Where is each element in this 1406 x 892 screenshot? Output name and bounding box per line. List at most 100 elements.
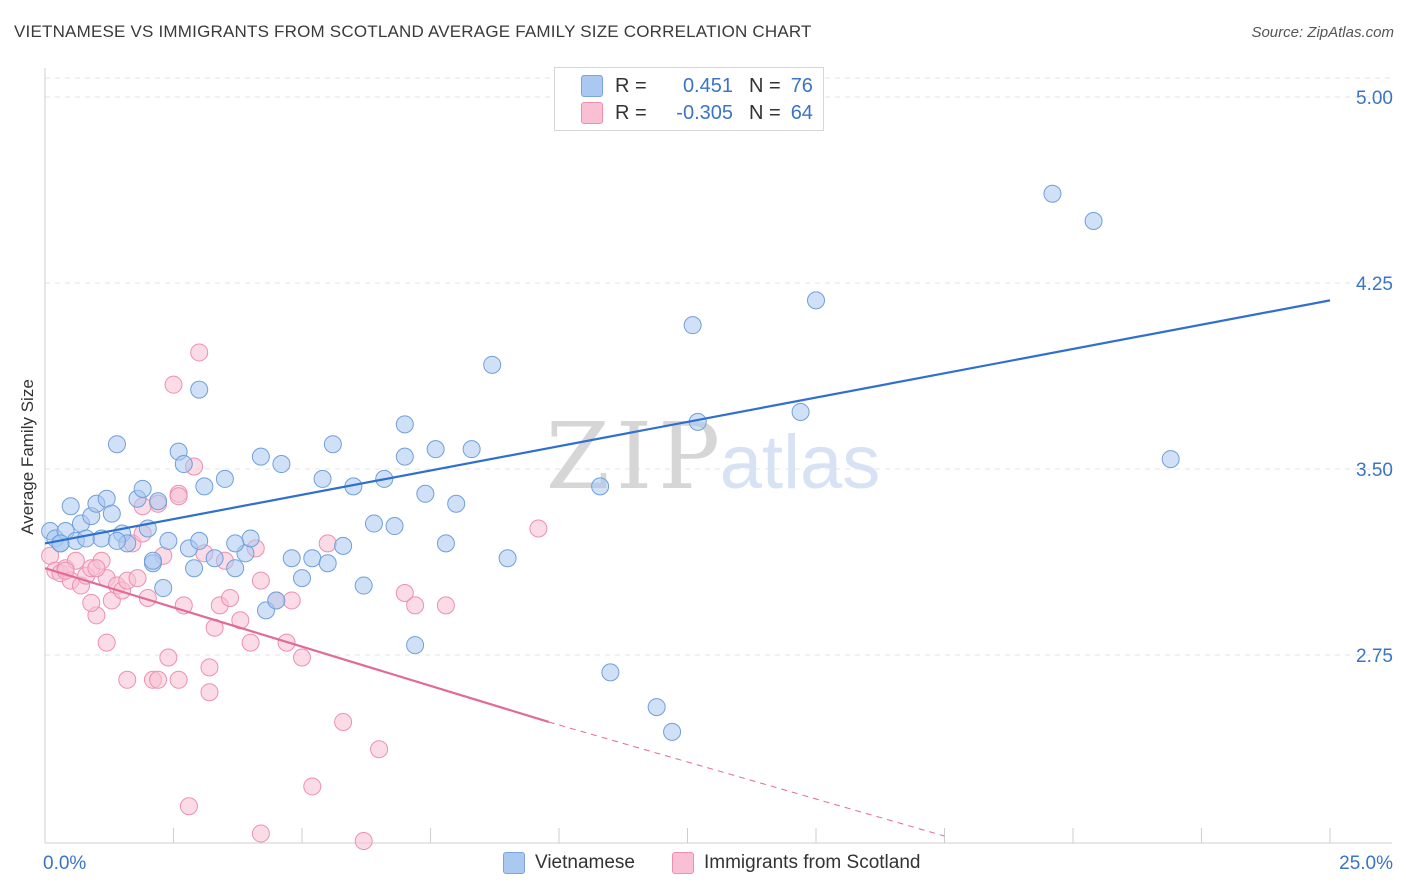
legend-swatch-scotland [581, 102, 603, 124]
vietnamese-point [159, 531, 178, 550]
watermark-atlas: atlas [720, 420, 881, 505]
watermark: ZIP atlas [546, 403, 880, 510]
vietnamese-point [498, 549, 517, 568]
scotland-point [370, 740, 389, 759]
scotland-point [395, 584, 414, 602]
vietnamese-point [205, 549, 224, 568]
vietnamese-point [267, 591, 286, 610]
vietnamese-point [426, 440, 445, 459]
vietnamese-point [663, 722, 682, 741]
chart-title: VIETNAMESE VS IMMIGRANTS FROM SCOTLAND A… [14, 22, 812, 41]
scotland-point [221, 588, 240, 607]
trend-lines [44, 299, 1331, 837]
vietnamese-point [303, 549, 322, 568]
scotland-point [128, 569, 147, 588]
vietnamese-point [226, 534, 245, 553]
vietnamese-point [107, 531, 126, 550]
scotland-point [164, 375, 183, 394]
vietnamese-point [272, 455, 291, 474]
vietnamese-point [149, 492, 168, 511]
vietnamese-point [102, 504, 121, 523]
x-tick-label: 25.0% [1339, 853, 1393, 874]
vietnamese-point [334, 536, 353, 555]
scotland-point [529, 519, 548, 538]
legend-row-scotland: R = -0.305 N = 64 [581, 99, 813, 127]
scotland-point [251, 571, 270, 590]
vietnamese-point [647, 698, 666, 717]
vietnamese-point [406, 636, 425, 655]
scotland-point [303, 777, 322, 796]
vietnamese-point [251, 447, 270, 466]
scotland-point [241, 633, 260, 652]
legend-n-label: N = [749, 74, 781, 97]
scotland-point [159, 648, 178, 667]
y-tick-label: 2.75 [1356, 646, 1393, 667]
vietnamese-point [241, 529, 260, 548]
scotland-trend-extension [548, 721, 945, 837]
scotland-point [190, 343, 209, 362]
vietnamese-point [807, 291, 825, 310]
scotland-point [169, 487, 188, 506]
scotland-point [293, 648, 311, 667]
y-tick-label: 4.25 [1356, 274, 1393, 295]
vietnamese-point [185, 559, 204, 578]
vietnamese-point [51, 534, 70, 553]
vietnamese-point [1043, 184, 1062, 203]
bottom-legend-vietnamese: Vietnamese [503, 852, 635, 874]
vietnamese-point [416, 484, 435, 503]
vietnamese-point [313, 469, 332, 488]
vietnamese-point [215, 469, 234, 488]
scotland-trend-line [44, 567, 550, 724]
vietnamese-point [77, 529, 96, 548]
y-tick-label: 3.50 [1356, 460, 1393, 481]
vietnamese-point [483, 355, 502, 374]
scotland-point [251, 824, 270, 843]
vietnamese-point [791, 402, 810, 421]
vietnamese-point [133, 479, 152, 498]
vietnamese-point [364, 514, 383, 533]
vietnamese-point [1084, 212, 1103, 230]
legend-r-label: R = [615, 101, 647, 124]
vietnamese-point [282, 549, 301, 568]
vietnamese-point [395, 415, 414, 434]
scotland-point [200, 683, 219, 702]
vietnamese-point [226, 559, 245, 578]
legend-n-label: N = [749, 101, 781, 124]
vietnamese-point [1161, 450, 1180, 469]
vietnamese-point [447, 494, 466, 513]
legend-r-value: 0.451 [682, 74, 733, 97]
y-tick-labels: 2.75 3.50 4.25 5.00 [1356, 88, 1393, 667]
vietnamese-point [323, 435, 342, 454]
axes [44, 68, 1392, 844]
x-tick-label: 0.0% [43, 853, 86, 874]
scotland-point [436, 596, 455, 615]
scotland-points [41, 343, 548, 850]
legend-r-label: R = [615, 74, 647, 97]
bottom-legend-label-scotland: Immigrants from Scotland [704, 852, 921, 873]
vietnamese-point [354, 576, 373, 595]
legend-row-vietnamese: R = 0.451 N = 76 [581, 72, 813, 100]
scotland-point [406, 596, 425, 615]
vietnamese-point [190, 380, 209, 399]
scotland-point [169, 670, 188, 689]
vietnamese-point [107, 435, 126, 454]
legend-r-value: -0.305 [676, 101, 733, 124]
vietnamese-point [395, 447, 414, 466]
x-tick-labels: 0.0% 25.0% [43, 853, 1393, 874]
scotland-point [118, 670, 137, 689]
scotland-point [334, 712, 353, 731]
grid-lines [45, 77, 1395, 656]
vietnamese-point [462, 440, 481, 459]
scotland-point [97, 633, 116, 652]
vietnamese-point [174, 455, 193, 474]
chart-source: Source: ZipAtlas.com [1251, 24, 1394, 41]
bottom-legend-swatch-scotland [672, 852, 694, 874]
bottom-legend-swatch-vietnamese [503, 852, 525, 874]
scotland-point [87, 559, 106, 578]
scotland-point [354, 832, 373, 850]
scotland-point [149, 670, 168, 689]
scotland-point [282, 591, 301, 610]
y-tick-label: 5.00 [1356, 88, 1393, 109]
bottom-legend-scotland: Immigrants from Scotland [672, 852, 920, 874]
